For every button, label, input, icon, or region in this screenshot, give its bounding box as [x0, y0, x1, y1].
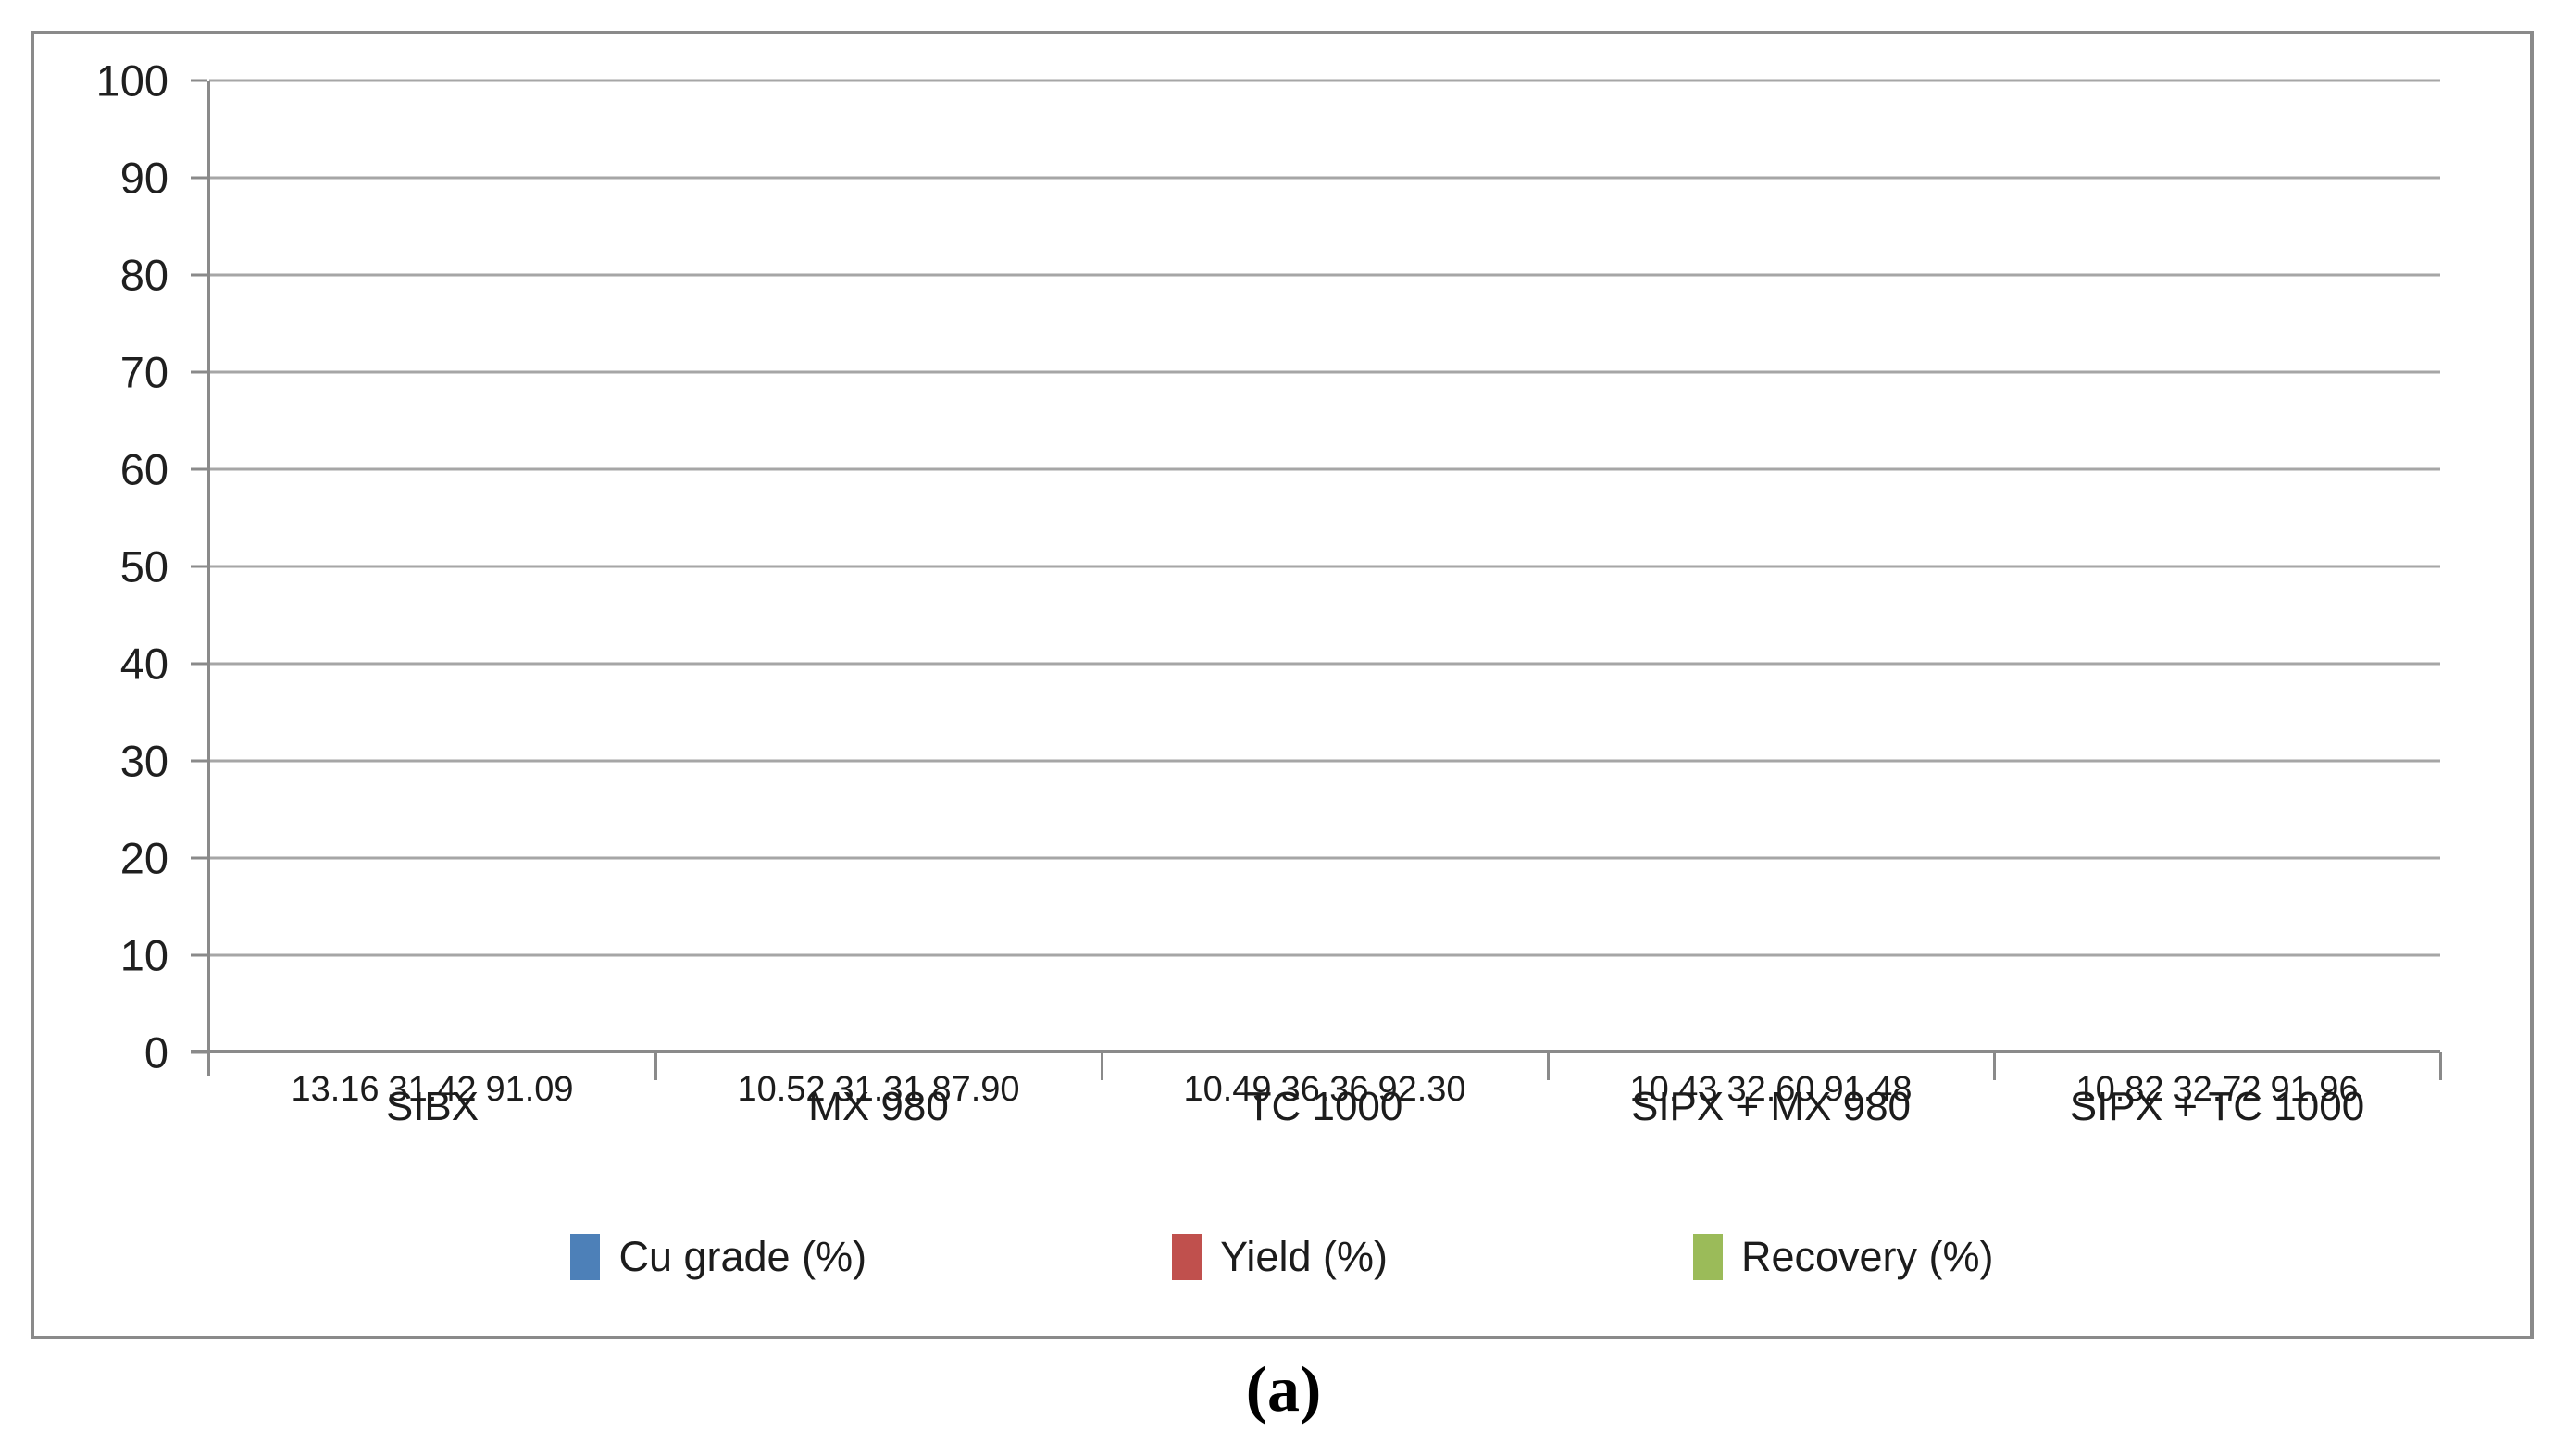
gridline	[209, 565, 2440, 568]
legend-label: Yield (%)	[1220, 1233, 1388, 1280]
legend-item: Recovery (%)	[1692, 1233, 1994, 1281]
legend-label: Recovery (%)	[1740, 1233, 1994, 1280]
y-axis-tick	[191, 953, 207, 957]
y-axis-tick	[191, 565, 207, 568]
chart-frame: 0 10 20 30 40 50 60 70 80 90 100 13.16 31.42 91.09 SIB…	[31, 31, 2534, 1339]
bar-group: 10.82 32.72 91.96 SIPX + TC 1000	[1994, 81, 2442, 1129]
gridline	[209, 467, 2440, 471]
y-axis-tick	[191, 79, 207, 82]
figure-caption: (a)	[1245, 1354, 1322, 1425]
gridline	[209, 79, 2440, 82]
y-axis-tick-label: 70	[119, 347, 168, 397]
bar-value-label: 10.82	[2075, 1070, 2164, 1109]
bar-value-label: 91.09	[485, 1070, 574, 1109]
bar-value-label: 92.30	[1377, 1070, 1466, 1109]
y-axis-tick-label: 20	[119, 833, 168, 883]
y-axis-line	[207, 81, 210, 1076]
y-axis-tick	[191, 856, 207, 860]
bar-group: 10.49 36.36 92.30 TC 1000	[1102, 81, 1550, 1129]
x-axis-tick	[1101, 1052, 1103, 1080]
bar-value-label: 91.48	[1824, 1070, 1913, 1109]
bar-group: 10.43 32.60 91.48 SIPX + MX 980	[1548, 81, 1996, 1129]
gridline	[209, 759, 2440, 763]
gridline	[209, 176, 2440, 180]
legend: Cu grade (%) Yield (%) Recovery (%)	[34, 1233, 2530, 1281]
x-axis-tick	[1547, 1052, 1550, 1080]
y-axis-tick-label: 80	[119, 250, 168, 300]
x-axis-tick	[654, 1052, 657, 1080]
category-label: SIPX + MX 980	[1630, 1084, 1912, 1129]
legend-item: Yield (%)	[1172, 1233, 1388, 1281]
bar-value-label: 32.72	[2173, 1070, 2262, 1109]
gridline	[209, 856, 2440, 860]
bar-value-label: 10.49	[1183, 1070, 1272, 1109]
bar-value-label: 87.90	[931, 1070, 1020, 1109]
gridline	[209, 370, 2440, 374]
y-axis-tick	[191, 759, 207, 763]
bar-value-label: 31.31	[834, 1070, 923, 1109]
y-axis-tick	[191, 176, 207, 180]
y-axis-tick-label: 50	[119, 541, 168, 591]
category-label: SIBX	[385, 1084, 480, 1129]
x-axis-tick	[1993, 1052, 1996, 1080]
x-axis-line	[191, 1050, 2440, 1053]
gridline	[209, 273, 2440, 277]
category-label: SIPX + TC 1000	[2069, 1084, 2365, 1129]
bar-value-label: 91.96	[2270, 1070, 2359, 1109]
legend-swatch	[1172, 1234, 1203, 1280]
y-axis-tick	[191, 662, 207, 666]
y-axis-tick	[191, 273, 207, 277]
bar-group: 13.16 31.42 91.09 SIBX	[209, 81, 657, 1129]
y-axis-tick-label: 60	[119, 444, 168, 494]
x-axis-tick	[2439, 1052, 2442, 1080]
legend-swatch	[570, 1234, 601, 1280]
bar-value-label: 10.52	[737, 1070, 826, 1109]
y-axis-tick-label: 100	[95, 56, 168, 106]
legend-swatch	[1692, 1234, 1723, 1280]
gridline	[209, 953, 2440, 957]
bar-value-label: 36.36	[1280, 1070, 1369, 1109]
bar-value-label: 32.60	[1726, 1070, 1815, 1109]
bar-group: 10.52 31.31 87.90 MX 980	[655, 81, 1103, 1129]
gridline	[209, 662, 2440, 666]
legend-item: Cu grade (%)	[570, 1233, 866, 1281]
bar-value-label: 10.43	[1629, 1070, 1718, 1109]
legend-label: Cu grade (%)	[618, 1233, 867, 1280]
y-axis-tick-label: 10	[119, 930, 168, 980]
bar-value-label: 13.16	[291, 1070, 380, 1109]
category-label: TC 1000	[1246, 1084, 1403, 1129]
y-axis-tick	[191, 370, 207, 374]
y-axis-tick	[191, 467, 207, 471]
bar-value-label: 31.42	[388, 1070, 477, 1109]
category-label: MX 980	[808, 1084, 949, 1129]
y-axis-tick-label: 40	[119, 639, 168, 689]
y-axis-tick-label: 30	[119, 736, 168, 786]
y-axis-tick-label: 90	[119, 153, 168, 203]
y-axis-tick-label: 0	[143, 1027, 168, 1077]
plot-area: 0 10 20 30 40 50 60 70 80 90 100 13.16 31.42 91.09 SIB…	[96, 59, 2442, 1129]
